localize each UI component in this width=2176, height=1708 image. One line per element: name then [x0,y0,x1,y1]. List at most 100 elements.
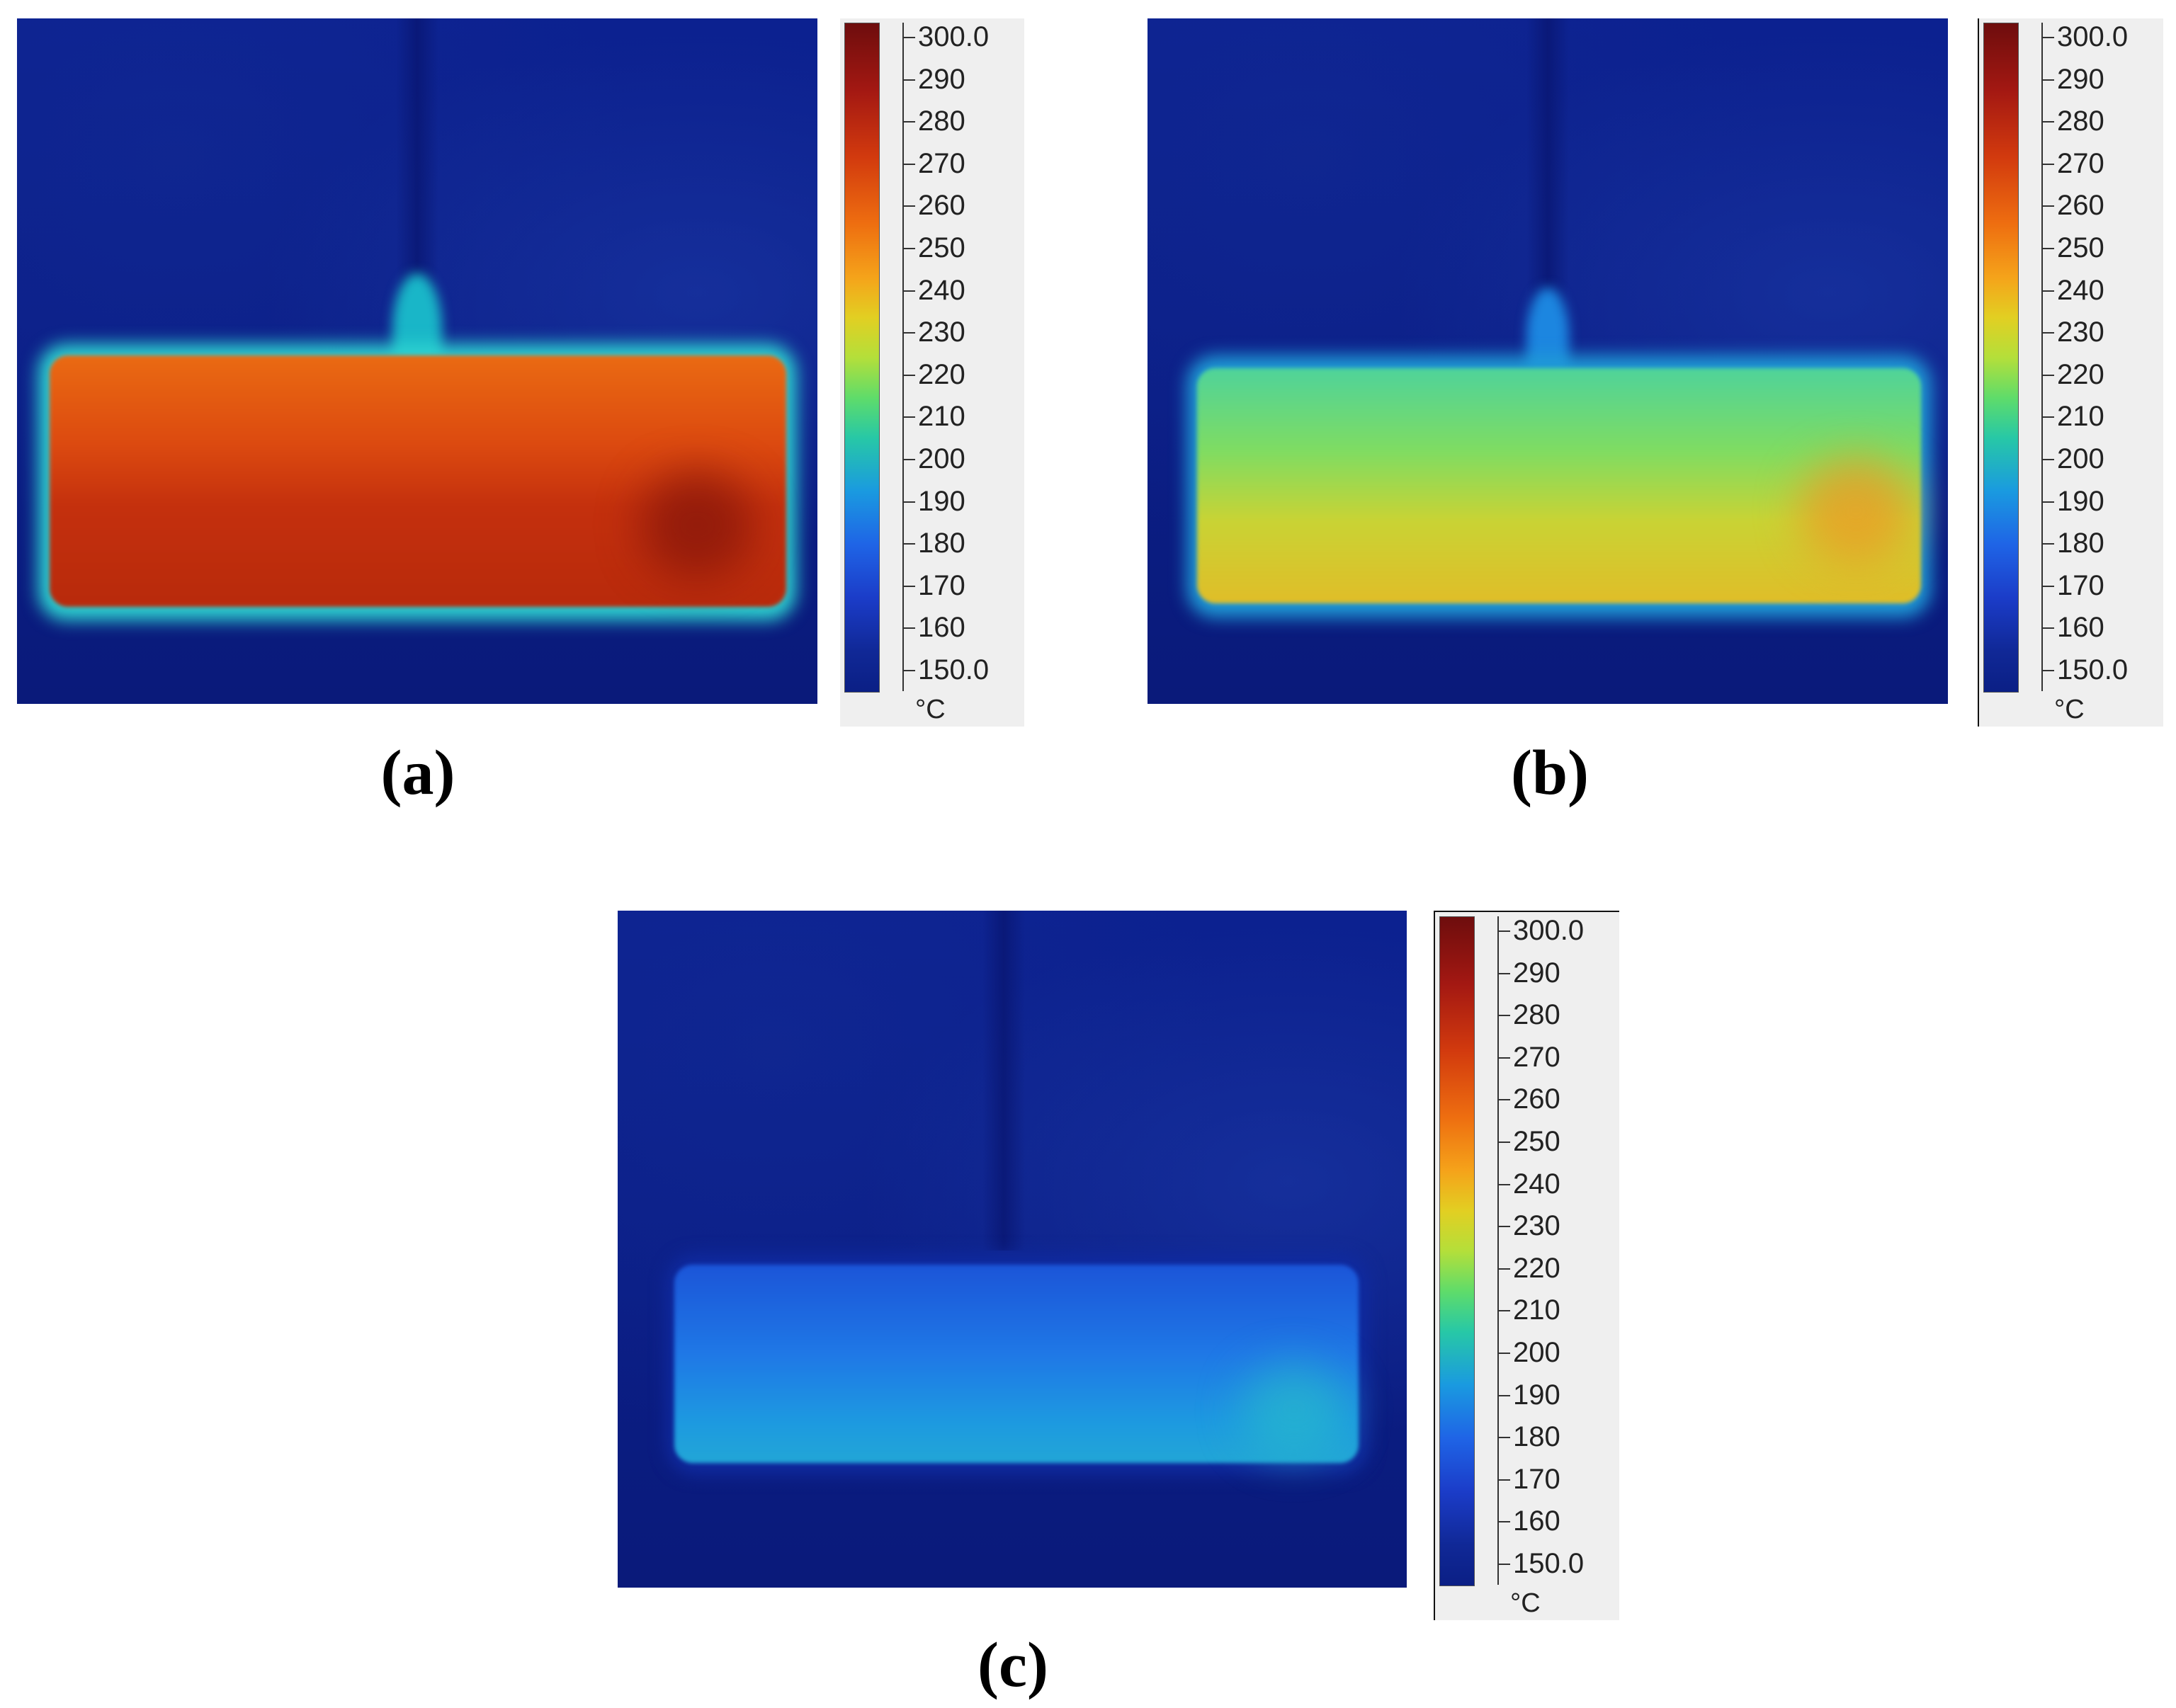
scale-tick-label: 250 [2057,232,2104,263]
scale-tick-label: 170 [918,569,965,601]
scale-tick [902,332,915,334]
scale-tick-label: 160 [2057,612,2104,644]
caption-b: (b) [1511,738,1589,808]
scale-tick-label: 300.0 [918,21,990,52]
scale-tick-label: 150.0 [2057,654,2129,685]
scale-tick [1497,1141,1510,1143]
scale-tick-label: 200 [1513,1337,1560,1368]
scale-tick-label: 190 [1513,1379,1560,1411]
scale-tick-label: 180 [2057,528,2104,559]
caption-c: (c) [978,1630,1048,1700]
scale-tick-label: 280 [1513,999,1560,1031]
scale-tick-label: 170 [1513,1463,1560,1495]
scale-tick-label: 270 [918,147,965,179]
scale-tick-label: 230 [918,317,965,348]
scale-tick [1497,972,1510,974]
scale-tick-label: 230 [1513,1210,1560,1242]
scale-tick-label: 190 [2057,485,2104,517]
scale-tick-label: 260 [2057,190,2104,222]
scale-tick [1497,930,1510,932]
scale-tick [2041,374,2054,376]
scale-tick-label: 300.0 [1513,915,1585,946]
scale-tick [1497,1099,1510,1101]
scale-tick-label: 180 [1513,1421,1560,1453]
thermal-image-c [618,911,1407,1588]
scale-tick [902,205,915,207]
scale-tick [1497,1564,1510,1565]
scale-tick [902,627,915,630]
color-scale-c: °C 300.0 290 280 270 260 250 240 230 220 210 200 19… [1434,911,1619,1620]
scale-tick [902,121,915,123]
scale-tick [2041,121,2054,123]
scale-tick-label: 300.0 [2057,21,2129,52]
color-gradient-bar [1983,23,2019,693]
scale-tick-label: 290 [1513,957,1560,989]
scale-tick-label: 240 [1513,1168,1560,1200]
unit-label: °C [915,695,946,724]
scale-tick-label: 250 [1513,1126,1560,1157]
scale-tick-label: 200 [918,443,965,474]
scale-tick-label: 240 [2057,274,2104,306]
scale-tick-label: 220 [1513,1252,1560,1284]
scale-tick-label: 210 [2057,401,2104,433]
thermal-image-a [17,18,817,704]
sprue-shadow [1526,18,1569,316]
scale-tick [1497,1226,1510,1228]
scale-tick [902,163,915,165]
scale-tick [2041,79,2054,81]
scale-tick-label: 280 [918,106,965,137]
scale-tick [902,416,915,419]
scale-tick [902,459,915,460]
scale-tick-label: 150.0 [918,654,990,685]
scale-tick [902,501,915,503]
scale-tick [2041,205,2054,207]
scale-tick-label: 250 [918,232,965,263]
scale-tick-label: 160 [918,612,965,644]
scale-tick [2041,670,2054,671]
scale-tick-label: 270 [2057,147,2104,179]
scale-tick [2041,37,2054,38]
scale-tick-label: 290 [918,63,965,95]
scale-tick-label: 150.0 [1513,1548,1585,1579]
scale-tick-label: 200 [2057,443,2104,474]
scale-tick-label: 220 [918,358,965,390]
scale-tick [902,585,915,587]
warm-bar [1197,368,1921,603]
scale-tick [2041,459,2054,460]
scale-tick [2041,627,2054,630]
scale-tick-label: 230 [2057,317,2104,348]
hotspot [1799,457,1912,564]
scale-tick [1497,1183,1510,1185]
scale-tick [902,79,915,81]
scale-tick [902,670,915,671]
scale-tick [902,37,915,38]
scale-tick-label: 290 [2057,63,2104,95]
scale-tick [2041,416,2054,419]
scale-tick [1497,1057,1510,1059]
scale-tick-label: 170 [2057,569,2104,601]
color-scale-a: °C 300.0 290 280 270 260 250 240 230 220 210 200 19… [840,18,1024,727]
caption-a: (a) [380,738,455,808]
scale-tick-label: 180 [918,528,965,559]
hotspot [1241,1364,1347,1456]
scale-tick [1497,1353,1510,1354]
unit-label: °C [2054,695,2085,724]
sprue-shadow [982,911,1025,1251]
scale-tick-label: 270 [1513,1041,1560,1073]
color-scale-b: °C 300.0 290 280 270 260 250 240 230 220 210 200 19… [1978,18,2163,727]
scale-tick [1497,1521,1510,1523]
color-gradient-bar [844,23,880,693]
scale-tick [902,543,915,545]
hotspot [640,472,754,578]
scale-tick [2041,332,2054,334]
scale-tick [1497,1268,1510,1270]
scale-tick-label: 240 [918,274,965,306]
scale-tick [2041,290,2054,292]
scale-tick [2041,248,2054,249]
scale-tick [902,290,915,292]
scale-tick-label: 210 [1513,1294,1560,1326]
scale-tick [2041,543,2054,545]
scale-tick [902,248,915,249]
scale-tick [2041,163,2054,165]
scale-tick [2041,501,2054,503]
